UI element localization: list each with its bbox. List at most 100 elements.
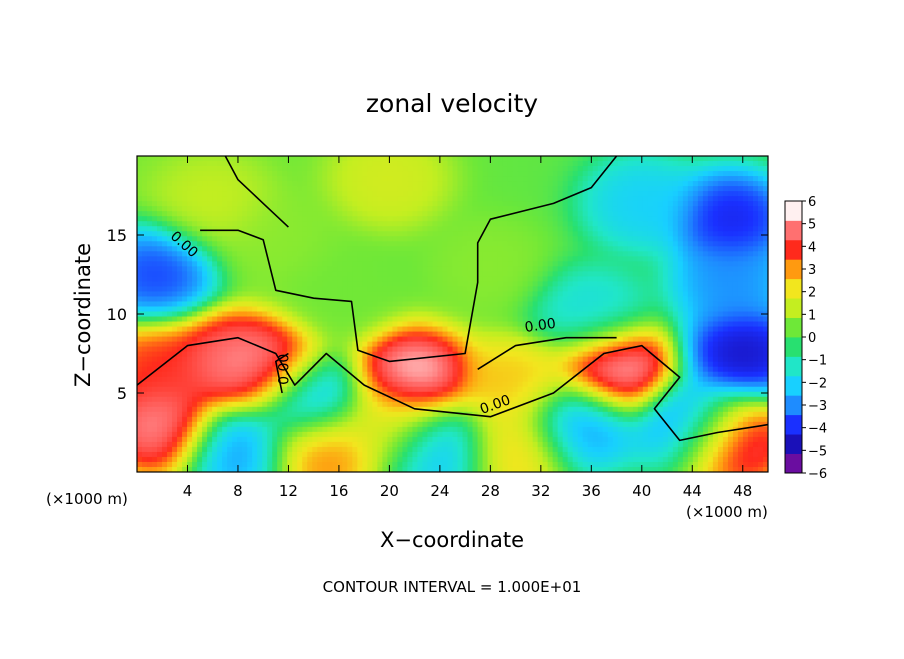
heatmap-cell — [402, 411, 409, 418]
heatmap-cell — [317, 176, 323, 182]
heatmap-cell — [142, 346, 148, 353]
heatmap-cell — [257, 321, 263, 328]
heatmap-cell — [367, 331, 373, 338]
heatmap-cell — [392, 296, 399, 303]
heatmap-cell — [497, 226, 504, 232]
heatmap-cell — [342, 176, 348, 182]
heatmap-cell — [522, 461, 529, 468]
heatmap-cell — [452, 271, 459, 277]
heatmap-cell — [287, 466, 293, 472]
heatmap-cell — [327, 461, 333, 468]
heatmap-cell — [137, 461, 143, 468]
heatmap-cell — [517, 196, 524, 202]
heatmap-cell — [352, 411, 358, 418]
heatmap-cell — [377, 361, 383, 368]
heatmap-cell — [237, 341, 243, 348]
heatmap-cell — [252, 386, 258, 393]
heatmap-cell — [247, 356, 253, 363]
heatmap-cell — [137, 286, 143, 293]
heatmap-cell — [447, 261, 454, 267]
heatmap-cell — [517, 271, 524, 277]
heatmap-cell — [477, 196, 484, 202]
heatmap-cell — [222, 226, 228, 232]
heatmap-cell — [467, 296, 474, 303]
heatmap-cell — [167, 346, 173, 353]
heatmap-cell — [277, 191, 283, 197]
heatmap-cell — [287, 286, 293, 293]
heatmap-cell — [307, 226, 313, 232]
heatmap-cell — [222, 321, 228, 328]
heatmap-cell — [187, 261, 193, 267]
heatmap-cell — [467, 331, 474, 338]
heatmap-cell — [352, 296, 358, 303]
heatmap-cell — [262, 391, 268, 398]
heatmap-cell — [417, 331, 424, 338]
heatmap-cell — [417, 306, 424, 313]
heatmap-cell — [282, 286, 288, 293]
heatmap-cell — [512, 456, 519, 463]
heatmap-cell — [452, 236, 459, 242]
heatmap-cell — [482, 196, 489, 202]
heatmap-cell — [327, 241, 333, 247]
heatmap-cell — [152, 341, 158, 348]
heatmap-cell — [397, 191, 404, 197]
heatmap-cell — [267, 411, 273, 418]
heatmap-cell — [487, 286, 494, 293]
heatmap-cell — [502, 226, 509, 232]
heatmap-cell — [167, 366, 173, 373]
heatmap-cell — [507, 381, 514, 388]
heatmap-cell — [287, 366, 293, 373]
heatmap-cell — [322, 461, 328, 468]
heatmap-cell — [252, 316, 258, 323]
heatmap-cell — [242, 386, 248, 393]
heatmap-cell — [422, 231, 429, 237]
heatmap-cell — [347, 411, 353, 418]
heatmap-cell — [397, 376, 404, 383]
heatmap-cell — [372, 441, 378, 448]
heatmap-cell — [152, 441, 158, 448]
heatmap-cell — [367, 161, 373, 167]
heatmap-cell — [227, 191, 233, 197]
heatmap-cell — [457, 446, 464, 453]
heatmap-cell — [147, 241, 153, 247]
heatmap-cell — [477, 251, 484, 257]
heatmap-cell — [497, 321, 504, 328]
heatmap-cell — [452, 421, 459, 428]
heatmap-cell — [322, 171, 328, 177]
heatmap-cell — [272, 466, 278, 472]
heatmap-cell — [312, 191, 318, 197]
heatmap-cell — [522, 256, 529, 262]
heatmap-cell — [267, 401, 273, 408]
heatmap-cell — [477, 426, 484, 433]
heatmap-cell — [467, 246, 474, 252]
heatmap-cell — [412, 436, 419, 443]
heatmap-cell — [442, 451, 449, 458]
heatmap-cell — [287, 411, 293, 418]
heatmap-cell — [252, 156, 258, 162]
heatmap-cell — [472, 171, 479, 177]
heatmap-cell — [362, 231, 368, 237]
heatmap-cell — [297, 301, 303, 308]
heatmap-cell — [267, 396, 273, 403]
heatmap-cell — [177, 391, 183, 398]
heatmap-cell — [292, 231, 298, 237]
heatmap-cell — [507, 411, 514, 418]
heatmap-cell — [222, 361, 228, 368]
heatmap-cell — [467, 371, 474, 378]
heatmap-cell — [322, 236, 328, 242]
heatmap-cell — [212, 431, 218, 438]
heatmap-cell — [432, 221, 439, 227]
heatmap-cell — [417, 431, 424, 438]
heatmap-cell — [177, 326, 183, 333]
heatmap-cell — [392, 241, 399, 247]
heatmap-cell — [387, 466, 394, 472]
heatmap-cell — [477, 346, 484, 353]
heatmap-cell — [162, 311, 168, 318]
heatmap-cell — [197, 186, 203, 192]
heatmap-cell — [372, 186, 378, 192]
heatmap-cell — [222, 281, 228, 288]
heatmap-cell — [292, 271, 298, 277]
heatmap-cell — [237, 431, 243, 438]
heatmap-cell — [322, 326, 328, 333]
heatmap-cell — [492, 226, 499, 232]
